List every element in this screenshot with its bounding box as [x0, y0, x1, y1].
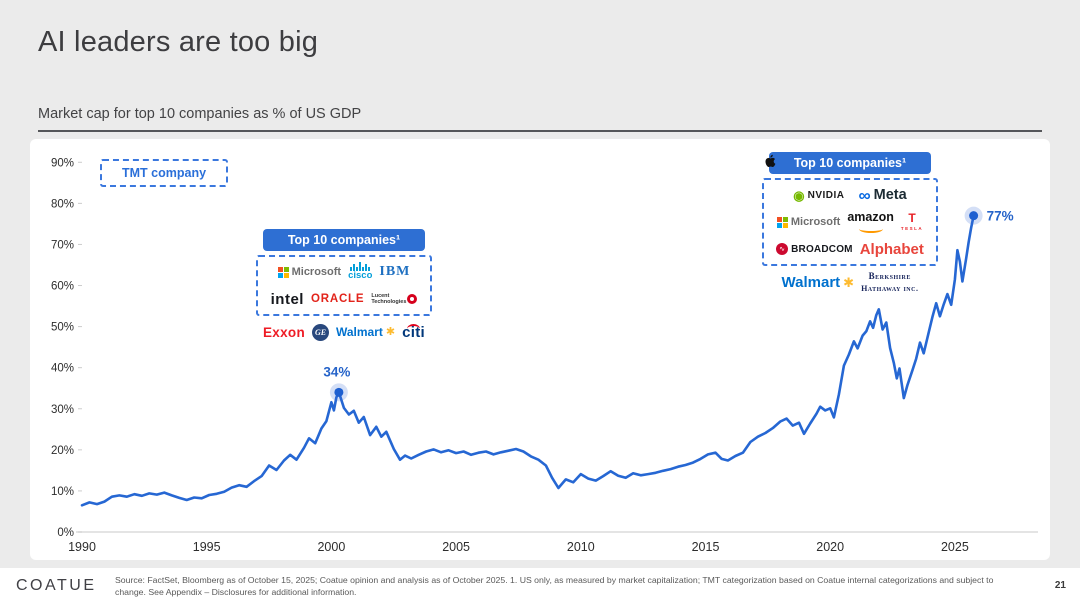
nvidia-eye-icon: ◉	[793, 187, 805, 203]
callout-dot	[969, 211, 979, 221]
logo-row: ∿ BROADCOM Alphabet	[768, 236, 932, 262]
walmart-logo: Walmart ✱	[781, 273, 855, 291]
y-tick-label: 90%	[51, 157, 74, 169]
top10-2025-group: Top 10 companies¹ ◉ NVIDIA ∞ Meta	[762, 152, 938, 295]
top10-2000-group: Top 10 companies¹ Microsoft cisco IBM in…	[256, 229, 432, 345]
source-footnote: Source: FactSet, Bloomberg as of October…	[115, 575, 994, 598]
y-tick-label: 40%	[51, 363, 74, 375]
y-tick-label: 0%	[57, 527, 74, 539]
x-tick-label: 2020	[816, 540, 844, 554]
apple-icon	[765, 154, 776, 168]
nvidia-logo: ◉ NVIDIA	[793, 187, 845, 203]
divider	[38, 130, 1042, 132]
y-tick-label: 10%	[51, 486, 74, 498]
x-tick-label: 2000	[317, 540, 345, 554]
alphabet-logo: Alphabet	[859, 240, 924, 258]
lucent-logo: Lucent Technologies	[371, 293, 418, 305]
cisco-logo: cisco	[348, 262, 372, 281]
tesla-t-icon: T	[908, 211, 916, 226]
broadcom-logo: ∿ BROADCOM	[776, 243, 853, 255]
logo-row: intel ORACLE Lucent Technologies	[262, 286, 426, 312]
logo-row: ◉ NVIDIA ∞ Meta	[765, 154, 932, 208]
page-title: AI leaders are too big	[38, 26, 319, 58]
callout-label: 77%	[987, 209, 1014, 224]
x-tick-label: 1990	[68, 540, 96, 554]
chart-subtitle: Market cap for top 10 companies as % of …	[38, 106, 362, 122]
meta-infinity-icon: ∞	[858, 185, 871, 205]
page-number: 21	[1054, 580, 1066, 591]
logo-row: Microsoft cisco IBM	[262, 259, 426, 285]
ge-logo: GE	[312, 323, 329, 341]
tesla-logo: T TESLA	[900, 211, 924, 232]
microsoft-logo: Microsoft	[776, 216, 840, 228]
top10-2025-tmt-box: ◉ NVIDIA ∞ Meta	[762, 154, 938, 266]
cisco-bars-icon	[350, 262, 371, 272]
berkshire-hathaway-logo: Berkshire Hathaway inc.	[861, 270, 919, 294]
oracle-logo: ORACLE	[310, 293, 365, 305]
x-tick-label: 2015	[692, 540, 720, 554]
lucent-ring-icon	[407, 294, 418, 304]
market-cap-line-chart: 0% 10% 20% 30% 40% 50% 60% 70% 80% 90% 1990 1995 200…	[51, 157, 1038, 554]
top10-2000-header: Top 10 companies¹	[263, 229, 425, 251]
logo-row: Microsoft amazon T TESLA	[768, 209, 932, 235]
y-tick-label: 50%	[51, 322, 74, 334]
citi-logo: citi	[402, 323, 425, 341]
y-tick-label: 70%	[51, 239, 74, 251]
top10-2025-header: Top 10 companies¹	[769, 152, 931, 174]
top10-2000-tmt-box: Microsoft cisco IBM intel ORACLE Lucent …	[256, 255, 432, 316]
microsoft-icon	[277, 266, 289, 278]
market-cap-line	[80, 214, 975, 507]
x-tick-label: 2005	[442, 540, 470, 554]
meta-logo: ∞ Meta	[858, 185, 907, 205]
x-tick-label: 2010	[567, 540, 595, 554]
y-tick-label: 80%	[51, 198, 74, 210]
top10-2000-nontmt-row: Exxon GE Walmart ✱ citi	[256, 319, 432, 345]
walmart-logo: Walmart ✱	[336, 325, 396, 339]
callout-label: 34%	[323, 364, 350, 379]
walmart-spark-icon: ✱	[385, 325, 396, 338]
amazon-logo: amazon	[847, 211, 894, 233]
coatue-logo: COATUE	[16, 577, 97, 594]
footer-bar: COATUE Source: FactSet, Bloomberg as of …	[0, 568, 1080, 605]
citi-arc-icon	[407, 323, 421, 334]
tmt-company-legend: TMT company	[100, 159, 229, 187]
y-tick-label: 30%	[51, 404, 74, 416]
callout-dot	[334, 387, 344, 397]
microsoft-logo: Microsoft	[277, 266, 341, 278]
exxon-logo: Exxon	[262, 324, 305, 340]
y-tick-label: 60%	[51, 281, 74, 293]
microsoft-icon	[776, 216, 788, 228]
x-tick-label: 1995	[193, 540, 221, 554]
y-tick-label: 20%	[51, 445, 74, 457]
walmart-spark-icon: ✱	[843, 274, 855, 290]
amazon-smile-icon	[858, 225, 883, 233]
chart-panel: 0% 10% 20% 30% 40% 50% 60% 70% 80% 90% 1990 1995 200…	[30, 139, 1050, 560]
ibm-logo: IBM	[379, 264, 411, 279]
intel-logo: intel	[270, 290, 304, 308]
broadcom-icon: ∿	[776, 243, 789, 255]
x-tick-label: 2025	[941, 540, 969, 554]
top10-2025-nontmt-row: Walmart ✱ Berkshire Hathaway inc.	[762, 269, 938, 295]
